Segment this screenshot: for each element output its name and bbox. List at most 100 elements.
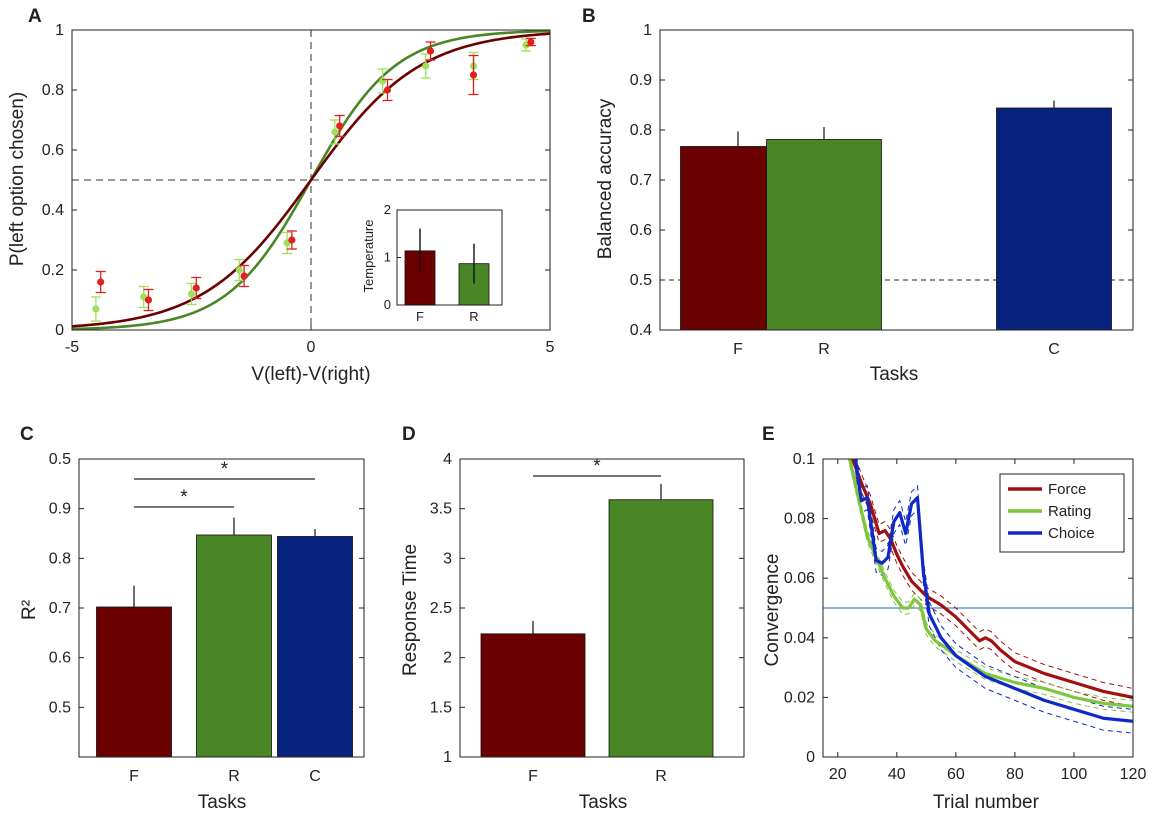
panel-b-y-tick-label: 0.5 [630, 272, 652, 289]
panel-b-xlabel: Tasks [870, 364, 919, 385]
panel-e-plot: 0 0.02 0.04 0.06 0.08 0.1 20 40 60 80 100 120 [784, 451, 1147, 783]
data-point-F [288, 236, 296, 244]
category-label-F: F [733, 341, 743, 358]
legend-label-choice: Choice [1048, 525, 1095, 542]
inset-tick-label: 0 [384, 297, 391, 312]
category-label-F: F [528, 768, 538, 785]
panel-d-ylabel: Response Time [400, 544, 421, 676]
panel-e-x-tick-label: 60 [947, 766, 965, 783]
panel-c: F R C * * 0.5 0.6 0.7 0.8 0.9 0.5 Tasks R² [19, 451, 365, 813]
panel-d-y-tick-label: 3.5 [430, 501, 452, 518]
data-point-R [235, 266, 243, 274]
category-label-C: C [309, 768, 321, 785]
inset-ylabel: Temperature [361, 220, 376, 293]
data-point-F [469, 71, 478, 79]
category-label-F: F [129, 768, 139, 785]
panel-e-x-tick-label: 20 [829, 766, 847, 783]
data-point-F [97, 278, 105, 286]
band-upper-force [855, 459, 1133, 689]
panel-a-x-tick-label: -5 [65, 339, 79, 356]
data-point-F [336, 122, 344, 130]
panel-b-y-tick-label: 0.4 [630, 322, 652, 339]
panel-e: 0 0.02 0.04 0.06 0.08 0.1 20 40 60 80 100 120 Trial… [762, 451, 1147, 813]
panel-label-a: A [28, 6, 42, 27]
data-point-F [240, 272, 248, 280]
panel-a-y-tick-label: 0.4 [42, 202, 64, 219]
panel-e-y-tick-label: 0.1 [793, 451, 815, 468]
bar-R [608, 499, 714, 758]
legend-label-rating: Rating [1048, 503, 1091, 520]
panel-a-xlabel: V(left)-V(right) [251, 364, 370, 385]
significance-star: * [180, 487, 188, 508]
data-point-R [92, 305, 100, 313]
panel-e-x-tick-label: 40 [888, 766, 906, 783]
panel-c-y-tick-label: 0.8 [49, 550, 71, 567]
panel-c-ylabel: R² [19, 600, 40, 620]
panel-d-y-tick-label: 2.5 [430, 600, 452, 617]
significance-star: * [593, 456, 601, 477]
panel-d-y-tick-label: 1.5 [430, 699, 452, 716]
panel-e-x-tick-label: 120 [1120, 766, 1147, 783]
panel-c-plot: F R C * * 0.5 0.6 0.7 0.8 0.9 0.5 [49, 451, 365, 785]
data-point-F [144, 296, 153, 304]
category-label-R: R [228, 768, 240, 785]
panel-label-c: C [20, 424, 34, 445]
data-point-F [527, 38, 535, 46]
data-point-F [426, 47, 435, 55]
panel-b-ylabel: Balanced accuracy [595, 98, 616, 259]
panel-c-y-tick-label: 0.9 [49, 501, 71, 518]
panel-b-y-tick-label: 0.7 [630, 172, 652, 189]
panel-e-y-tick-label: 0.02 [784, 689, 815, 706]
panel-a-inset: F R 0 1 2 [384, 202, 503, 324]
category-label-R: R [818, 341, 830, 358]
panel-c-y-tick-label: 0.7 [49, 600, 71, 617]
panel-c-y-tick-label: 0.5 [49, 699, 71, 716]
panel-e-y-tick-label: 0.08 [784, 511, 815, 528]
panel-label-e: E [762, 424, 775, 445]
panel-e-y-tick-label: 0.04 [784, 630, 815, 647]
panel-a-x-tick-label: 0 [307, 339, 316, 356]
panel-b: F R C 0.4 0.5 0.6 0.7 0.8 0.9 1 Tasks Balanced ac… [595, 22, 1134, 385]
bar-R [196, 534, 272, 758]
panel-d-y-tick-label: 1 [443, 749, 452, 766]
significance-star: * [221, 459, 229, 480]
inset-bar-R [458, 263, 490, 306]
data-point-F [192, 284, 200, 292]
panel-label-d: D [402, 424, 416, 445]
bar-R [766, 139, 882, 331]
legend-label-force: Force [1048, 481, 1086, 498]
panel-d-plot: F R * 1 1.5 2 2.5 3 3.5 4 [430, 451, 745, 785]
panel-d: F R * 1 1.5 2 2.5 3 3.5 4 Tasks Response Time [400, 451, 745, 813]
bar-C [996, 107, 1112, 331]
series-line-choice [853, 459, 1133, 723]
bar-C [277, 536, 353, 758]
panel-a-y-tick-label: 0 [55, 322, 64, 339]
panel-d-y-tick-label: 4 [443, 451, 452, 468]
data-point-F [383, 86, 392, 94]
panel-b-y-tick-label: 0.6 [630, 222, 652, 239]
panel-d-xlabel: Tasks [579, 792, 628, 813]
panel-c-y-tick-label: 0.5 [49, 451, 71, 468]
panel-b-y-tick-label: 0.8 [630, 122, 652, 139]
data-point-R [379, 77, 387, 85]
inset-category-label: R [469, 309, 478, 324]
band-lower-force [852, 467, 1133, 707]
panel-e-y-tick-label: 0.06 [784, 570, 815, 587]
panel-e-y-tick-label: 0 [806, 749, 815, 766]
panel-d-y-tick-label: 3 [443, 550, 452, 567]
data-point-R [331, 128, 339, 136]
panel-c-xlabel: Tasks [198, 792, 247, 813]
panel-e-xlabel: Trial number [933, 792, 1040, 813]
panel-a-y-tick-label: 0.8 [42, 82, 64, 99]
panel-a-y-tick-label: 0.2 [42, 262, 64, 279]
panel-a-y-tick-label: 0.6 [42, 142, 64, 159]
legend-box [999, 473, 1125, 553]
panel-a-y-tick-label: 1 [55, 22, 64, 39]
panel-e-legend: Force Rating Choice [999, 473, 1125, 553]
panel-a-x-tick-label: 5 [546, 339, 555, 356]
panel-b-y-tick-label: 0.9 [630, 72, 652, 89]
panel-e-x-tick-label: 100 [1061, 766, 1088, 783]
panel-label-b: B [582, 6, 596, 27]
panel-a-plot: 00.20.40.60.81-5 0 5 [42, 22, 555, 356]
